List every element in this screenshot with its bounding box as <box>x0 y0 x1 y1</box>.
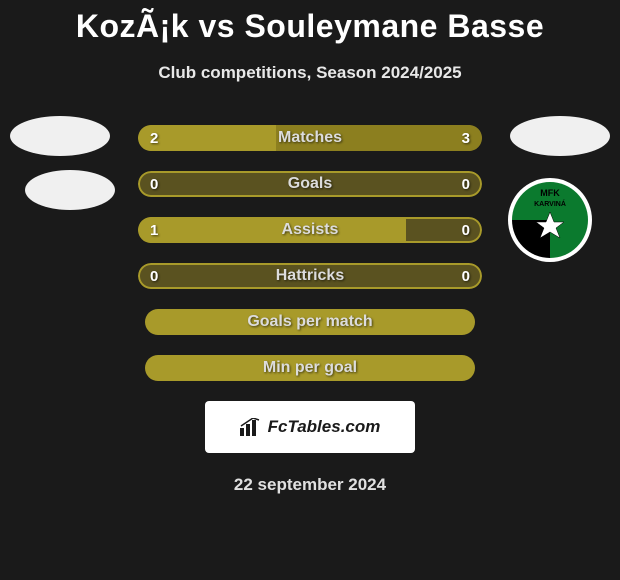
stat-row-hattricks: Hattricks0 0 <box>138 263 482 289</box>
fctables-link[interactable]: FcTables.com <box>205 401 415 453</box>
stat-value-left: 1 <box>150 217 158 243</box>
stat-value-left: 2 <box>150 125 158 151</box>
stat-label: Matches <box>138 125 482 151</box>
stat-row-matches: Matches2 3 <box>138 125 482 151</box>
stat-value-right: 0 <box>462 263 470 289</box>
stat-value-right: 3 <box>462 125 470 151</box>
subtitle: Club competitions, Season 2024/2025 <box>0 63 620 83</box>
comparison-card: KozÃ¡k vs Souleymane Basse Club competit… <box>0 0 620 495</box>
stat-value-left: 0 <box>150 263 158 289</box>
fctables-chart-icon <box>240 418 262 436</box>
stat-value-left: 0 <box>150 171 158 197</box>
page-title: KozÃ¡k vs Souleymane Basse <box>0 8 620 45</box>
stat-row-goals-per-match: Goals per match <box>145 309 475 335</box>
stat-label: Assists <box>138 217 482 243</box>
stat-value-right: 0 <box>462 217 470 243</box>
stat-label: Goals <box>138 171 482 197</box>
stat-row-assists: Assists1 0 <box>138 217 482 243</box>
stat-row-goals: Goals0 0 <box>138 171 482 197</box>
stat-label: Hattricks <box>138 263 482 289</box>
fctables-label: FcTables.com <box>268 417 381 437</box>
stat-value-right: 0 <box>462 171 470 197</box>
stats-area: Matches23Goals00Assists10Hattricks00Goal… <box>0 125 620 381</box>
stat-row-min-per-goal: Min per goal <box>145 355 475 381</box>
date-label: 22 september 2024 <box>0 475 620 495</box>
